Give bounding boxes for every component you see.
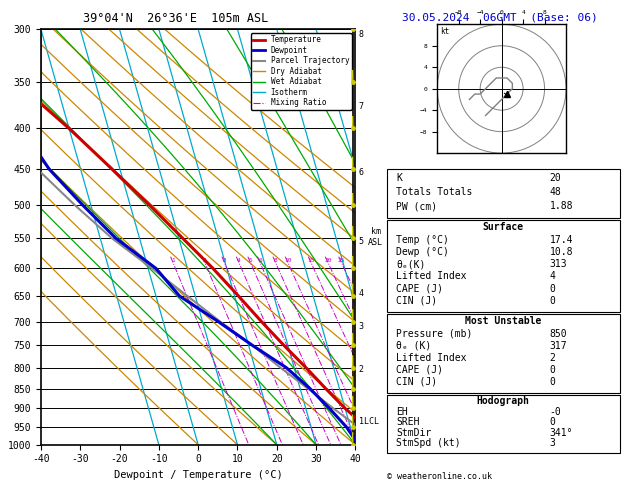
- Text: Most Unstable: Most Unstable: [465, 316, 542, 327]
- Text: 4: 4: [550, 271, 555, 281]
- Text: 3: 3: [550, 438, 555, 449]
- Text: StmSpd (kt): StmSpd (kt): [396, 438, 461, 449]
- Text: 5: 5: [248, 258, 252, 262]
- Text: Dewp (°C): Dewp (°C): [396, 247, 449, 257]
- Text: θₑ(K): θₑ(K): [396, 259, 426, 269]
- Text: 3: 3: [359, 322, 364, 331]
- Text: SREH: SREH: [396, 417, 420, 428]
- Text: 4: 4: [359, 289, 364, 298]
- Text: CIN (J): CIN (J): [396, 296, 437, 306]
- Text: PW (cm): PW (cm): [396, 201, 437, 211]
- Text: Hodograph: Hodograph: [477, 397, 530, 406]
- Y-axis label: hPa: hPa: [0, 227, 2, 247]
- Text: 6: 6: [359, 169, 364, 177]
- Text: StmDir: StmDir: [396, 428, 431, 438]
- Text: K: K: [396, 174, 402, 183]
- Text: © weatheronline.co.uk: © weatheronline.co.uk: [387, 472, 492, 481]
- Text: 4: 4: [237, 258, 241, 262]
- Text: 2: 2: [359, 365, 364, 374]
- Text: 341°: 341°: [550, 428, 573, 438]
- Text: 2: 2: [550, 353, 555, 363]
- Text: Temp (°C): Temp (°C): [396, 235, 449, 244]
- Text: 8: 8: [359, 30, 364, 39]
- Text: 10.8: 10.8: [550, 247, 573, 257]
- Text: 20: 20: [324, 258, 331, 262]
- Text: 15: 15: [308, 258, 314, 262]
- Text: 0: 0: [550, 377, 555, 387]
- Bar: [387, 314, 620, 393]
- Text: 8: 8: [274, 258, 277, 262]
- Text: km
ASL: km ASL: [369, 227, 383, 246]
- Text: Lifted Index: Lifted Index: [396, 271, 467, 281]
- Text: 17.4: 17.4: [550, 235, 573, 244]
- Text: 313: 313: [550, 259, 567, 269]
- Text: 0: 0: [550, 417, 555, 428]
- Text: 2: 2: [203, 258, 207, 262]
- Text: 3: 3: [223, 258, 226, 262]
- Text: 10: 10: [284, 258, 292, 262]
- Text: CAPE (J): CAPE (J): [396, 283, 443, 294]
- Text: 6: 6: [258, 258, 262, 262]
- Text: Totals Totals: Totals Totals: [396, 188, 472, 197]
- Bar: [387, 169, 620, 218]
- Text: θₑ (K): θₑ (K): [396, 341, 431, 350]
- Text: EH: EH: [396, 407, 408, 417]
- Text: 48: 48: [550, 188, 562, 197]
- Text: 39°04'N  26°36'E  105m ASL: 39°04'N 26°36'E 105m ASL: [84, 12, 269, 25]
- Text: 850: 850: [550, 329, 567, 339]
- Legend: Temperature, Dewpoint, Parcel Trajectory, Dry Adiabat, Wet Adiabat, Isotherm, Mi: Temperature, Dewpoint, Parcel Trajectory…: [251, 33, 352, 110]
- Text: CIN (J): CIN (J): [396, 377, 437, 387]
- Bar: [387, 220, 620, 312]
- Text: 5: 5: [359, 237, 364, 246]
- Text: Mixing Ratio (g/kg): Mixing Ratio (g/kg): [389, 190, 398, 284]
- Text: 1: 1: [171, 258, 175, 262]
- Text: 0: 0: [550, 365, 555, 375]
- Text: Lifted Index: Lifted Index: [396, 353, 467, 363]
- Text: -0: -0: [550, 407, 562, 417]
- X-axis label: Dewpoint / Temperature (°C): Dewpoint / Temperature (°C): [114, 470, 282, 480]
- Text: 1LCL: 1LCL: [359, 417, 379, 426]
- Text: Surface: Surface: [482, 222, 524, 232]
- Text: 0: 0: [550, 296, 555, 306]
- Text: Pressure (mb): Pressure (mb): [396, 329, 472, 339]
- Text: 0: 0: [550, 283, 555, 294]
- Bar: [387, 395, 620, 453]
- Text: 317: 317: [550, 341, 567, 350]
- Text: 30.05.2024  06GMT  (Base: 06): 30.05.2024 06GMT (Base: 06): [402, 12, 598, 22]
- Text: kt: kt: [440, 27, 449, 36]
- Text: 1.88: 1.88: [550, 201, 573, 211]
- Text: 7: 7: [359, 102, 364, 111]
- Text: 25: 25: [338, 258, 345, 262]
- Text: CAPE (J): CAPE (J): [396, 365, 443, 375]
- Text: 20: 20: [550, 174, 562, 183]
